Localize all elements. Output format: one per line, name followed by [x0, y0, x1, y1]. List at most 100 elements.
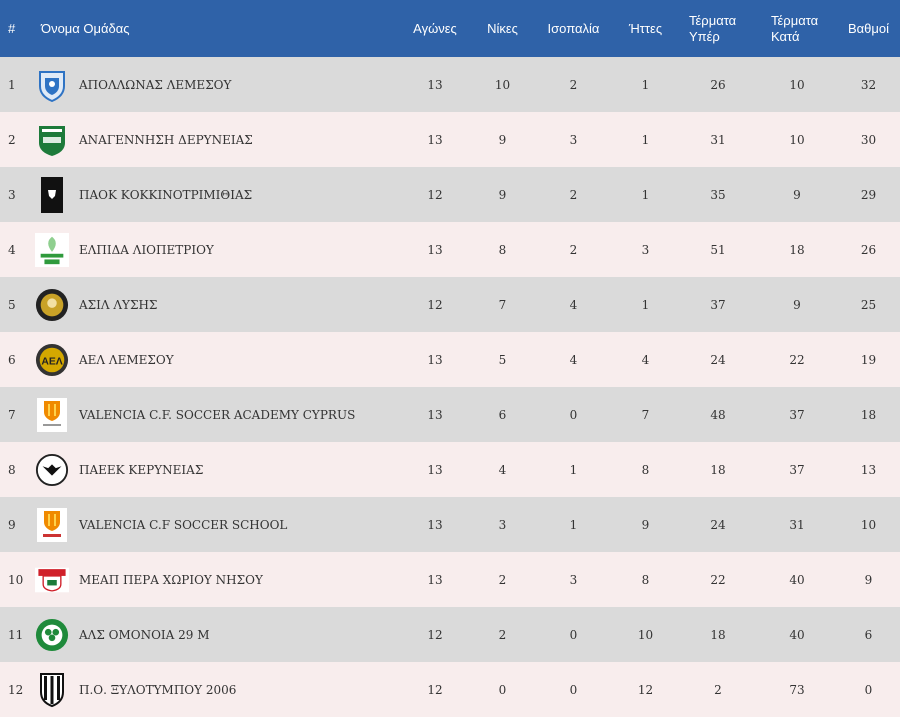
wins-cell: 9: [498, 187, 507, 202]
elpida-crest-icon: [35, 230, 69, 270]
header-position: #: [8, 20, 16, 36]
losses-cell: 9: [641, 517, 650, 532]
gf-cell: 51: [710, 242, 726, 257]
gf-cell: 2: [714, 682, 722, 697]
position-cell: 7: [8, 407, 16, 422]
team-name[interactable]: VALENCIA C.F. SOCCER ACADEMY CYPRUS: [79, 407, 356, 422]
wins-cell: 2: [498, 572, 507, 587]
team-cell: ΑΛΣ ΟΜΟΝΟΙΑ 29 Μ: [35, 607, 400, 662]
gf-cell: 35: [710, 187, 726, 202]
losses-cell: 8: [641, 572, 650, 587]
points-cell: 26: [860, 242, 877, 257]
wins-cell: 5: [498, 352, 507, 367]
team-name[interactable]: VALENCIA C.F SOCCER SCHOOL: [79, 517, 288, 532]
losses-cell: 1: [641, 297, 650, 312]
played-cell: 12: [427, 297, 443, 312]
draws-cell: 3: [569, 132, 578, 147]
losses-cell: 3: [641, 242, 650, 257]
team-name[interactable]: Π.Ο. ΞΥΛΟΤΥΜΠΟΥ 2006: [79, 682, 237, 697]
position-cell: 2: [8, 132, 16, 147]
points-cell: 30: [860, 132, 877, 147]
losses-cell: 7: [641, 407, 650, 422]
team-cell: ΑΕΛ ΑΕΛ ΛΕΜΕΣΟΥ: [35, 332, 400, 387]
played-cell: 13: [427, 242, 443, 257]
ga-cell: 22: [789, 352, 805, 367]
played-cell: 12: [427, 187, 443, 202]
played-cell: 13: [427, 352, 443, 367]
team-cell: ΠΑΕΕΚ ΚΕΡΥΝΕΙΑΣ: [35, 442, 400, 497]
losses-cell: 1: [641, 187, 650, 202]
team-name[interactable]: ΑΕΛ ΛΕΜΕΣΟΥ: [79, 352, 174, 367]
team-cell: Π.Ο. ΞΥΛΟΤΥΜΠΟΥ 2006: [35, 662, 400, 717]
table-row: 12 Π.Ο. ΞΥΛΟΤΥΜΠΟΥ 2006 12 0 0 12 2 73 0: [0, 662, 900, 717]
team-name[interactable]: ΜΕΑΠ ΠΕΡΑ ΧΩΡΙΟΥ ΝΗΣΟΥ: [79, 572, 263, 587]
header-wins: Νίκες: [487, 20, 518, 36]
wins-cell: 2: [498, 627, 507, 642]
gf-cell: 24: [710, 517, 726, 532]
team-name[interactable]: ΠΑΟΚ ΚΟΚΚΙΝΟΤΡΙΜΙΘΙΑΣ: [79, 187, 253, 202]
played-cell: 13: [427, 572, 443, 587]
anagennisi-crest-icon: [35, 120, 69, 160]
ga-cell: 10: [789, 77, 805, 92]
team-name[interactable]: ΑΠΟΛΛΩΝΑΣ ΛΕΜΕΣΟΥ: [79, 77, 232, 92]
team-name[interactable]: ΑΛΣ ΟΜΟΝΟΙΑ 29 Μ: [79, 627, 210, 642]
header-goals-against: Τέρματα Κατά: [757, 0, 837, 57]
ga-cell: 9: [793, 297, 801, 312]
ga-cell: 31: [789, 517, 805, 532]
ael-crest-icon: ΑΕΛ: [35, 340, 69, 380]
wins-cell: 9: [498, 132, 507, 147]
team-name[interactable]: ΑΣΙΛ ΛΥΣΗΣ: [79, 297, 158, 312]
table-row: 11 ΑΛΣ ΟΜΟΝΟΙΑ 29 Μ 12 2 0 10 18 40 6: [0, 607, 900, 662]
omonia-crest-icon: [35, 615, 69, 655]
losses-cell: 10: [637, 627, 654, 642]
team-name[interactable]: ΕΛΠΙΔΑ ΛΙΟΠΕΤΡΙΟΥ: [79, 242, 214, 257]
table-row: 3 ΠΑΟΚ ΚΟΚΚΙΝΟΤΡΙΜΙΘΙΑΣ 12 9 2 1 35 9 29: [0, 167, 900, 222]
team-name[interactable]: ΑΝΑΓΕΝΝΗΣΗ ΔΕΡΥΝΕΙΑΣ: [79, 132, 253, 147]
played-cell: 12: [427, 627, 443, 642]
draws-cell: 0: [569, 407, 578, 422]
draws-cell: 2: [569, 77, 578, 92]
ga-cell: 73: [789, 682, 805, 697]
header-goals-for: Τέρματα Υπέρ: [679, 0, 757, 57]
position-cell: 8: [8, 462, 16, 477]
table-row: 6 ΑΕΛ ΑΕΛ ΛΕΜΕΣΟΥ 13 5 4 4 24 22 19: [0, 332, 900, 387]
ga-cell: 18: [789, 242, 805, 257]
gf-cell: 31: [710, 132, 726, 147]
losses-cell: 12: [637, 682, 654, 697]
gf-cell: 22: [710, 572, 726, 587]
header-points: Βαθμοί: [847, 20, 890, 36]
wins-cell: 6: [498, 407, 507, 422]
table-header-row: # Όνομα Ομάδας Αγώνες Νίκες Ισοπαλία Ήττ…: [0, 0, 900, 57]
team-name[interactable]: ΠΑΕΕΚ ΚΕΡΥΝΕΙΑΣ: [79, 462, 204, 477]
valencia-crest-icon: [35, 395, 69, 435]
wins-cell: 10: [494, 77, 511, 92]
draws-cell: 2: [569, 242, 578, 257]
position-cell: 11: [8, 627, 24, 642]
played-cell: 13: [427, 77, 443, 92]
table-row: 7 VALENCIA C.F. SOCCER ACADEMY CYPRUS 13 6 0…: [0, 387, 900, 442]
draws-cell: 0: [569, 682, 578, 697]
valencia-school-crest-icon: [35, 505, 69, 545]
ga-cell: 40: [789, 572, 805, 587]
wins-cell: 8: [498, 242, 507, 257]
paeek-crest-icon: [35, 450, 69, 490]
points-cell: 10: [860, 517, 877, 532]
points-cell: 9: [864, 572, 873, 587]
svg-text:ΑΕΛ: ΑΕΛ: [41, 356, 62, 367]
table-row: 2 ΑΝΑΓΕΝΝΗΣΗ ΔΕΡΥΝΕΙΑΣ 13 9 3 1 31 10 30: [0, 112, 900, 167]
wins-cell: 7: [498, 297, 507, 312]
losses-cell: 1: [641, 77, 650, 92]
header-team-name: Όνομα Ομάδας: [41, 20, 130, 36]
draws-cell: 0: [569, 627, 578, 642]
played-cell: 13: [427, 407, 443, 422]
asil-crest-icon: [35, 285, 69, 325]
table-row: 1 ΑΠΟΛΛΩΝΑΣ ΛΕΜΕΣΟΥ 13 10 2 1 26 10 32: [0, 57, 900, 112]
gf-cell: 18: [710, 462, 726, 477]
played-cell: 13: [427, 517, 443, 532]
team-cell: ΑΣΙΛ ΛΥΣΗΣ: [35, 277, 400, 332]
team-cell: ΕΛΠΙΔΑ ΛΙΟΠΕΤΡΙΟΥ: [35, 222, 400, 277]
table-row: 8 ΠΑΕΕΚ ΚΕΡΥΝΕΙΑΣ 13 4 1 8 18 37 13: [0, 442, 900, 497]
position-cell: 9: [8, 517, 16, 532]
points-cell: 19: [860, 352, 877, 367]
